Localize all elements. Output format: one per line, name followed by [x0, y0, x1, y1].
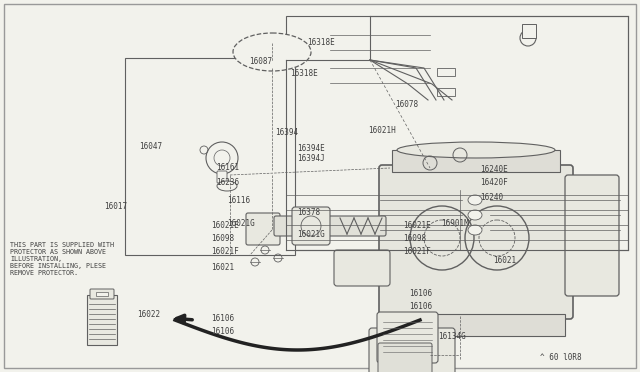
Text: 16106: 16106: [410, 289, 433, 298]
Text: 16021: 16021: [493, 256, 516, 265]
Text: 16078: 16078: [396, 100, 419, 109]
FancyBboxPatch shape: [217, 171, 227, 183]
Text: 16394E: 16394E: [298, 144, 325, 153]
Text: 16021E: 16021E: [403, 221, 431, 230]
Bar: [286, 16, 628, 250]
Text: 16394J: 16394J: [298, 154, 325, 163]
FancyBboxPatch shape: [292, 207, 330, 245]
Text: 16021G: 16021G: [227, 219, 255, 228]
FancyBboxPatch shape: [379, 165, 573, 319]
FancyBboxPatch shape: [378, 343, 432, 372]
FancyBboxPatch shape: [90, 289, 114, 299]
Text: 16106: 16106: [211, 314, 234, 323]
FancyBboxPatch shape: [377, 312, 438, 363]
Text: 16106: 16106: [410, 302, 433, 311]
Text: 16021G: 16021G: [298, 230, 325, 239]
Text: 16087: 16087: [250, 57, 273, 66]
Text: ^ 60 l0R8: ^ 60 l0R8: [540, 353, 582, 362]
Text: 16161: 16161: [216, 163, 239, 172]
Text: 16901M: 16901M: [442, 219, 469, 228]
Text: 16236: 16236: [216, 178, 239, 187]
Bar: [387, 314, 565, 336]
FancyBboxPatch shape: [246, 213, 280, 245]
FancyBboxPatch shape: [334, 250, 390, 286]
Text: 16021E: 16021E: [211, 221, 239, 230]
Text: 16378: 16378: [298, 208, 321, 217]
FancyBboxPatch shape: [274, 216, 386, 236]
Text: THIS PART IS SUPPLIED WITH
PROTECTOR AS SHOWN ABOVE
ILLUSTRATION,
BEFORE INSTALL: THIS PART IS SUPPLIED WITH PROTECTOR AS …: [10, 242, 114, 276]
Bar: [437, 88, 455, 96]
Text: 16318E: 16318E: [307, 38, 335, 47]
Text: 16106: 16106: [211, 327, 234, 336]
Bar: [96, 292, 108, 296]
Text: 16240E: 16240E: [480, 165, 508, 174]
Ellipse shape: [468, 210, 482, 220]
Text: 16047: 16047: [140, 142, 163, 151]
Text: 16420F: 16420F: [480, 178, 508, 187]
Ellipse shape: [233, 33, 311, 71]
Text: 16021H: 16021H: [368, 126, 396, 135]
Text: 16240: 16240: [480, 193, 503, 202]
Text: 16017: 16017: [104, 202, 127, 211]
Text: 16021: 16021: [211, 263, 234, 272]
Text: 16021F: 16021F: [403, 247, 431, 256]
Text: 16098: 16098: [403, 234, 426, 243]
FancyBboxPatch shape: [369, 328, 455, 372]
FancyBboxPatch shape: [87, 295, 117, 345]
Text: 16394: 16394: [275, 128, 298, 137]
Text: 16318E: 16318E: [290, 69, 317, 78]
Text: 16098: 16098: [211, 234, 234, 243]
Text: 16021F: 16021F: [211, 247, 239, 256]
Bar: [437, 68, 455, 76]
Ellipse shape: [468, 195, 482, 205]
Ellipse shape: [217, 181, 237, 191]
Bar: [522, 24, 536, 38]
Text: 16022: 16022: [138, 310, 161, 319]
Text: 16134G: 16134G: [438, 332, 466, 341]
Bar: [392, 150, 560, 172]
Bar: [125, 58, 295, 255]
FancyBboxPatch shape: [565, 175, 619, 296]
Text: 16116: 16116: [227, 196, 250, 205]
Ellipse shape: [397, 142, 555, 158]
Ellipse shape: [468, 225, 482, 235]
